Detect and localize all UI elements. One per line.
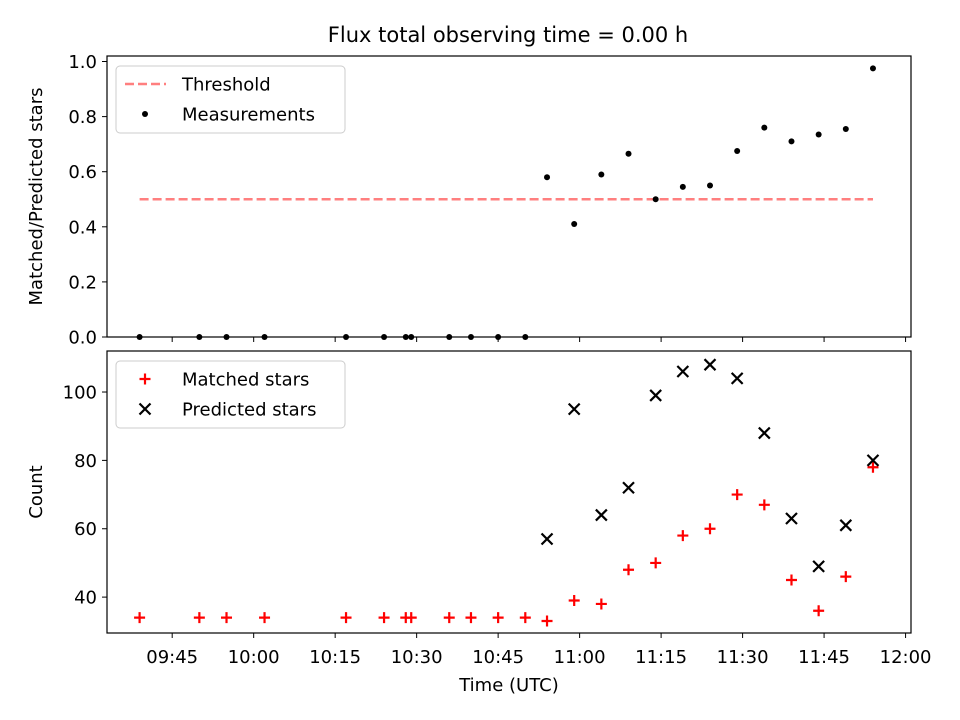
matched-stars-point (492, 612, 504, 624)
measurement-point (761, 124, 768, 131)
measurement-point (707, 182, 713, 189)
y-axis-label: Matched/Predicted stars (26, 88, 47, 306)
measurement-point (842, 126, 849, 133)
matched-stars-point (568, 595, 580, 607)
chart-title: Flux total observing time = 0.00 h (328, 23, 688, 47)
measurement-point (652, 196, 659, 203)
x-tick-label: 11:45 (798, 647, 850, 668)
measurement-point (815, 131, 822, 138)
legend: Threshold Measurements (115, 65, 346, 134)
matched-stars-point (465, 612, 477, 624)
matched-stars-point (785, 574, 797, 586)
x-tick-label: 09:45 (146, 647, 198, 668)
y-tick-label: 0.2 (68, 272, 97, 293)
x-tick-label: 10:15 (309, 647, 361, 668)
measurement-point (571, 221, 578, 228)
legend-box (115, 65, 346, 134)
bottom-axes: 40 60 80 100 09:45 10:00 10:15 10:30 10:45 11:00 1… (26, 350, 932, 696)
measurement-point (679, 183, 686, 190)
matched-stars-point (519, 612, 531, 624)
matched-stars-point (731, 489, 743, 501)
predicted-stars-point (812, 560, 825, 573)
y-tick-label: 0.8 (68, 107, 97, 128)
matched-stars-point (623, 564, 635, 576)
predicted-stars-point (595, 508, 608, 522)
y-tick-label: 1.0 (68, 52, 97, 73)
axes-frame (106, 350, 912, 634)
matched-stars-point (405, 612, 417, 624)
predicted-stars-point (649, 389, 662, 402)
axes-frame (106, 55, 912, 338)
measurement-point (625, 150, 632, 157)
x-axis-label: Time (UTC) (458, 675, 559, 696)
predicted-stars-point (567, 402, 581, 416)
legend-marker-predicted (138, 402, 152, 416)
measurement-point (734, 148, 741, 155)
y-tick-label: 40 (74, 588, 97, 609)
y-tick-label: 80 (74, 451, 97, 472)
matched-stars-point (340, 612, 352, 624)
x-tick-label: 10:30 (391, 647, 443, 668)
matched-stars-point (443, 612, 455, 624)
x-tick-label: 10:45 (472, 647, 524, 668)
matched-stars-point (758, 499, 770, 511)
measurement-point (869, 65, 876, 72)
matched-stars-point (677, 530, 689, 542)
x-tick-label: 12:00 (880, 647, 932, 668)
predicted-stars-point (839, 519, 853, 532)
y-axis-label: Count (26, 465, 47, 518)
measurement-point (544, 174, 551, 181)
predicted-stars-point (785, 512, 798, 525)
y-tick-label: 60 (74, 519, 97, 540)
matched-stars-point (840, 571, 852, 583)
legend-label: Predicted stars (182, 400, 316, 421)
legend-label: Matched stars (182, 370, 309, 391)
legend: Matched stars Predicted stars (115, 360, 346, 429)
matched-stars-point (378, 612, 390, 624)
x-tick-label: 10:00 (228, 647, 280, 668)
matched-stars-point (813, 605, 825, 617)
legend-label: Threshold (181, 75, 271, 96)
matched-stars-point (541, 615, 553, 627)
measurement-point (788, 138, 795, 145)
predicted-stars-point (622, 481, 635, 495)
x-tick-label: 11:00 (554, 647, 606, 668)
matched-stars-point (193, 612, 205, 624)
measurement-point (598, 171, 605, 178)
predicted-stars-point (866, 454, 880, 467)
matched-stars-point (595, 598, 607, 610)
matched-stars-point (134, 612, 146, 624)
matched-stars-point (259, 612, 271, 624)
x-tick-label: 11:15 (635, 647, 687, 668)
predicted-stars-point (730, 372, 744, 385)
predicted-stars-point (703, 358, 717, 371)
legend-marker-measurements (142, 111, 148, 117)
y-tick-label: 0.4 (68, 217, 97, 238)
legend-box (115, 360, 346, 429)
y-tick-label: 100 (63, 383, 97, 404)
legend-label: Measurements (182, 105, 315, 126)
top-axes: 0.0 0.2 0.4 0.6 0.8 1.0 Matched/Predicted star… (26, 52, 912, 349)
predicted-stars-point (540, 532, 554, 546)
y-tick-label: 0.0 (68, 328, 97, 349)
predicted-stars-point (758, 426, 771, 440)
matched-stars-point (221, 612, 233, 624)
legend-marker-matched (139, 373, 151, 385)
predicted-stars-point (676, 365, 690, 378)
matched-stars-point (650, 557, 662, 569)
matched-stars-point (704, 523, 716, 535)
matched-stars-point (867, 461, 879, 473)
y-tick-label: 0.6 (68, 162, 97, 183)
x-tick-label: 11:30 (717, 647, 769, 668)
